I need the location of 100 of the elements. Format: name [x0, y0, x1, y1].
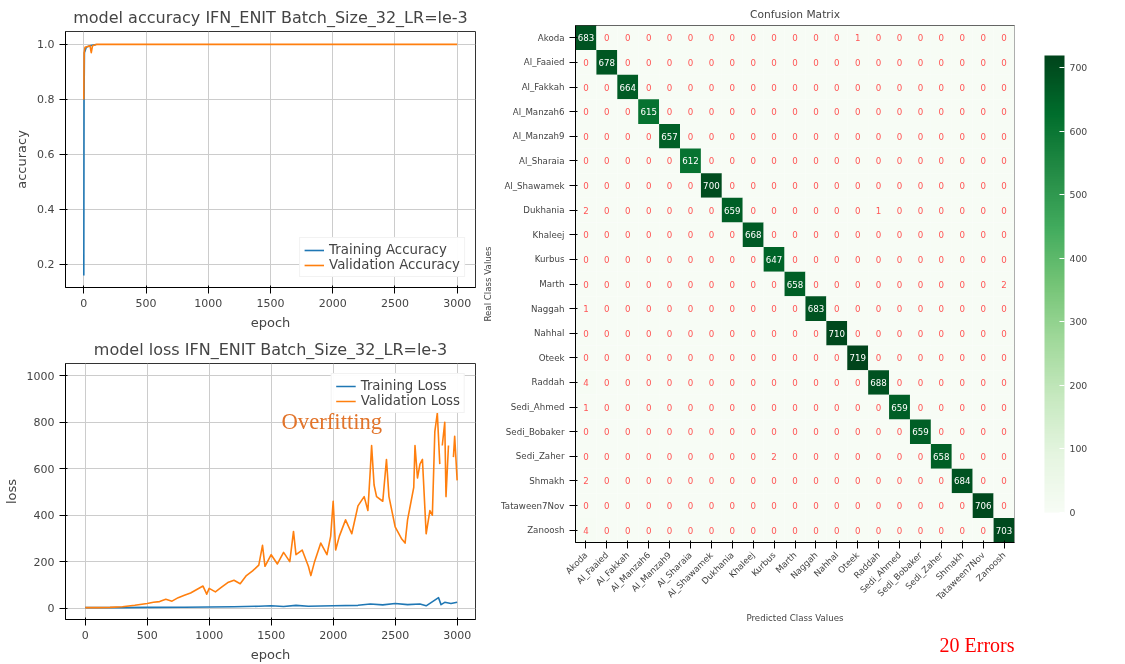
- data-label: 2: [583, 476, 589, 487]
- data-label: 0: [980, 525, 986, 536]
- data-label: 0: [854, 131, 861, 142]
- data-label: 0: [729, 33, 736, 44]
- data-label: 719: [849, 353, 866, 364]
- data-label: 0: [750, 402, 756, 413]
- data-label: 0: [875, 501, 882, 512]
- y-tick-label: 0.2: [37, 258, 55, 272]
- data-label: 0: [625, 181, 631, 192]
- data-label: 0: [771, 525, 777, 536]
- data-label: 0: [604, 353, 610, 364]
- data-label: 0: [708, 402, 715, 413]
- data-label: 0: [645, 525, 652, 536]
- data-label: 0: [917, 328, 924, 339]
- data-label: 612: [682, 156, 699, 167]
- data-label: 0: [729, 230, 736, 241]
- data-label: 0: [813, 254, 819, 265]
- data-label: 710: [828, 328, 846, 339]
- data-label: 0: [708, 33, 715, 44]
- data-label: 0: [687, 230, 694, 241]
- y-tick-label: Akoda: [537, 32, 565, 43]
- data-label: 0: [666, 353, 673, 364]
- data-label: 647: [765, 254, 783, 265]
- data-label: 659: [891, 402, 908, 413]
- data-label: 0: [625, 57, 631, 68]
- data-label: 0: [645, 254, 652, 265]
- data-label: 0: [729, 402, 736, 413]
- data-label: 0: [666, 377, 673, 388]
- data-label: 0: [980, 377, 986, 388]
- data-label: 0: [604, 476, 610, 487]
- data-label: 0: [854, 402, 861, 413]
- y-tick-label: Al_Fakkah: [521, 82, 565, 93]
- data-label: 0: [792, 181, 798, 192]
- data-label: 0: [896, 279, 903, 290]
- data-label: 0: [708, 525, 715, 536]
- data-label: 0: [708, 427, 715, 438]
- data-label: 0: [834, 353, 840, 364]
- data-label: 0: [645, 353, 652, 364]
- data-label: 0: [1001, 427, 1007, 438]
- y-tick-label: Al_Manzah9: [512, 131, 565, 142]
- data-label: 0: [583, 328, 589, 339]
- data-label: 0: [666, 33, 673, 44]
- data-label: 4: [583, 377, 590, 388]
- data-label: 0: [875, 82, 882, 93]
- data-label: 0: [604, 451, 610, 462]
- data-label: 0: [813, 525, 819, 536]
- data-label: 0: [980, 402, 986, 413]
- data-label: 615: [640, 107, 657, 118]
- data-label: 0: [687, 427, 694, 438]
- data-label: 0: [834, 525, 840, 536]
- data-label: 0: [771, 427, 777, 438]
- color-bar-label: 100: [1069, 443, 1088, 455]
- data-label: 0: [687, 82, 694, 93]
- data-label: 0: [645, 427, 652, 438]
- data-label: 0: [666, 57, 673, 68]
- data-label: 0: [750, 501, 756, 512]
- data-label: 0: [625, 131, 631, 142]
- data-label: 0: [687, 476, 694, 487]
- data-label: 0: [792, 402, 798, 413]
- data-label: 703: [995, 525, 1013, 536]
- data-label: 0: [750, 427, 756, 438]
- data-label: 0: [875, 525, 882, 536]
- data-label: 0: [750, 156, 756, 167]
- data-label: 0: [625, 230, 631, 241]
- y-tick-label: 600: [33, 462, 55, 476]
- y-tick-label: Al_Faaied: [523, 57, 565, 68]
- data-label: 0: [666, 230, 673, 241]
- data-label: 0: [708, 328, 715, 339]
- x-tick-label: 1500: [256, 296, 285, 310]
- data-label: 0: [792, 57, 798, 68]
- data-label: 2: [583, 205, 589, 216]
- data-label: 0: [625, 377, 631, 388]
- data-label: 0: [875, 476, 882, 487]
- data-label: 0: [687, 328, 694, 339]
- x-tick-label: 0: [80, 296, 88, 310]
- data-label: 0: [687, 451, 694, 462]
- data-label: 0: [1001, 476, 1007, 487]
- x-tick-label: 2000: [319, 628, 348, 642]
- data-label: 0: [896, 501, 903, 512]
- data-label: 0: [938, 377, 945, 388]
- data-label: 0: [896, 131, 903, 142]
- data-label: 0: [750, 107, 756, 118]
- data-label: 0: [813, 57, 819, 68]
- data-label: 0: [938, 476, 945, 487]
- data-label: 0: [625, 476, 631, 487]
- data-label: 0: [917, 525, 924, 536]
- data-label: 0: [1001, 156, 1007, 167]
- data-label: 0: [708, 57, 715, 68]
- data-label: 0: [938, 230, 945, 241]
- x-tick-label: 2500: [381, 628, 410, 642]
- data-label: 0: [959, 328, 965, 339]
- data-label: 0: [583, 181, 589, 192]
- x-tick-label: 1000: [194, 296, 223, 310]
- data-label: 0: [917, 501, 924, 512]
- data-label: 0: [959, 33, 965, 44]
- data-label: 0: [729, 501, 736, 512]
- data-label: 0: [875, 279, 882, 290]
- data-label: 0: [604, 181, 610, 192]
- data-label: 0: [666, 525, 673, 536]
- data-label: 0: [771, 230, 777, 241]
